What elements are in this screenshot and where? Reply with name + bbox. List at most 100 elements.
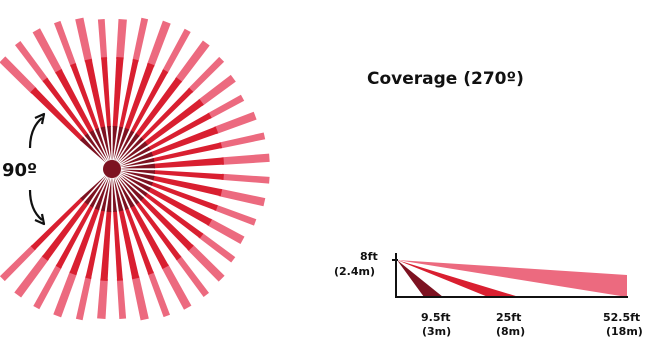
fan-beam — [75, 176, 111, 321]
beam-mid-segment — [135, 201, 182, 261]
beam-mid-segment — [69, 207, 100, 276]
zone-far — [397, 260, 627, 297]
range-near-metric: (3m) — [422, 325, 451, 338]
arrow-up-head-icon — [34, 112, 46, 125]
beam-mid-segment — [30, 197, 84, 251]
beam-far-segment — [214, 204, 257, 226]
beam-near-segment — [106, 177, 112, 213]
fan-beam — [114, 176, 170, 318]
beam-near-segment — [119, 170, 155, 181]
beam-near-segment — [112, 125, 118, 161]
zone-mid — [397, 260, 519, 297]
beam-far-segment — [187, 56, 225, 94]
fan-beam — [119, 172, 245, 244]
beam-near-segment — [94, 176, 110, 211]
beam-mid-segment — [144, 192, 204, 239]
beam-far-segment — [116, 278, 127, 319]
beam-near-segment — [116, 133, 140, 163]
fan-beam — [114, 20, 171, 162]
beam-mid-segment — [135, 77, 182, 137]
beam-far-segment — [15, 41, 49, 83]
beam-near-segment — [119, 172, 151, 192]
beam-mid-segment — [148, 112, 212, 151]
beam-far-segment — [75, 17, 93, 63]
fan-beam — [112, 177, 127, 319]
blind-angle-indicator: 90º — [2, 112, 46, 226]
beam-far-segment — [187, 244, 225, 282]
fan-beam — [97, 177, 112, 319]
beam-near-segment — [89, 130, 109, 162]
fan-beam — [115, 176, 192, 310]
beam-far-segment — [14, 254, 50, 298]
beam-far-segment — [33, 264, 62, 310]
fan-beam — [118, 74, 236, 165]
fan-beam — [119, 111, 257, 167]
fan-beam — [113, 17, 149, 162]
beam-mid-segment — [42, 201, 89, 261]
beam-mid-segment — [147, 187, 212, 226]
fan-beam — [119, 171, 257, 226]
beam-far-segment — [131, 275, 149, 321]
beam-far-segment — [132, 17, 149, 63]
beam-mid-segment — [153, 170, 224, 180]
fan-beam — [14, 175, 108, 298]
fan-beam — [119, 132, 266, 168]
beam-far-segment — [147, 271, 170, 318]
beam-mid-segment — [140, 197, 194, 251]
fan-beam — [15, 41, 108, 163]
beam-far-segment — [198, 232, 236, 263]
beam-far-segment — [174, 40, 210, 84]
beam-near-segment — [113, 126, 123, 162]
fan-beam — [53, 176, 110, 318]
arrow-down-icon — [28, 189, 43, 221]
fan-beam — [54, 20, 110, 162]
fan-beam — [120, 169, 270, 184]
beam-far-segment — [75, 275, 92, 321]
arrow-down-head-icon — [34, 213, 46, 226]
beam-mid-segment — [70, 63, 100, 131]
beam-far-segment — [53, 270, 78, 318]
beam-near-segment — [115, 176, 135, 208]
beam-near-segment — [116, 175, 140, 205]
side-view-diagram: 8ft (2.4m) 9.5ft (3m) 25ft (8m) 52.5ft (… — [334, 250, 643, 338]
beam-mid-segment — [100, 210, 112, 281]
beam-near-segment — [117, 174, 144, 201]
fan-beam — [113, 176, 149, 321]
beam-near-segment — [119, 158, 155, 168]
beam-far-segment — [146, 20, 171, 68]
range-near-label: 9.5ft — [421, 311, 451, 324]
beam-mid-segment — [152, 142, 223, 162]
beam-mid-segment — [113, 210, 123, 281]
beam-mid-segment — [150, 181, 218, 211]
beam-near-segment — [80, 137, 107, 164]
fan-beam — [0, 56, 107, 164]
beam-near-segment — [114, 127, 130, 162]
beam-near-segment — [80, 174, 107, 201]
beam-mid-segment — [55, 69, 94, 134]
beam-mid-segment — [112, 57, 124, 128]
beam-mid-segment — [119, 58, 139, 129]
fan-beam — [0, 174, 107, 282]
arrow-up-icon — [28, 117, 43, 149]
beam-far-segment — [32, 28, 63, 75]
fan-beam — [112, 19, 127, 161]
beam-near-segment — [118, 173, 148, 197]
beam-near-segment — [119, 146, 151, 166]
beam-near-segment — [84, 175, 108, 205]
fan-beam — [115, 28, 191, 162]
beam-mid-segment — [84, 58, 106, 129]
zone-near — [397, 260, 443, 297]
beam-mid-segment — [101, 57, 111, 128]
beam-near-segment — [119, 151, 154, 167]
beam-far-segment — [175, 255, 209, 297]
fan-beam — [119, 170, 266, 207]
beam-far-segment — [161, 263, 192, 310]
beam-mid-segment — [130, 69, 169, 133]
blind-angle-label: 90º — [2, 160, 37, 181]
beam-mid-segment — [118, 209, 140, 280]
beam-far-segment — [97, 278, 108, 319]
beam-near-segment — [84, 133, 108, 163]
beam-near-segment — [120, 169, 155, 174]
fan-beam — [33, 176, 109, 310]
